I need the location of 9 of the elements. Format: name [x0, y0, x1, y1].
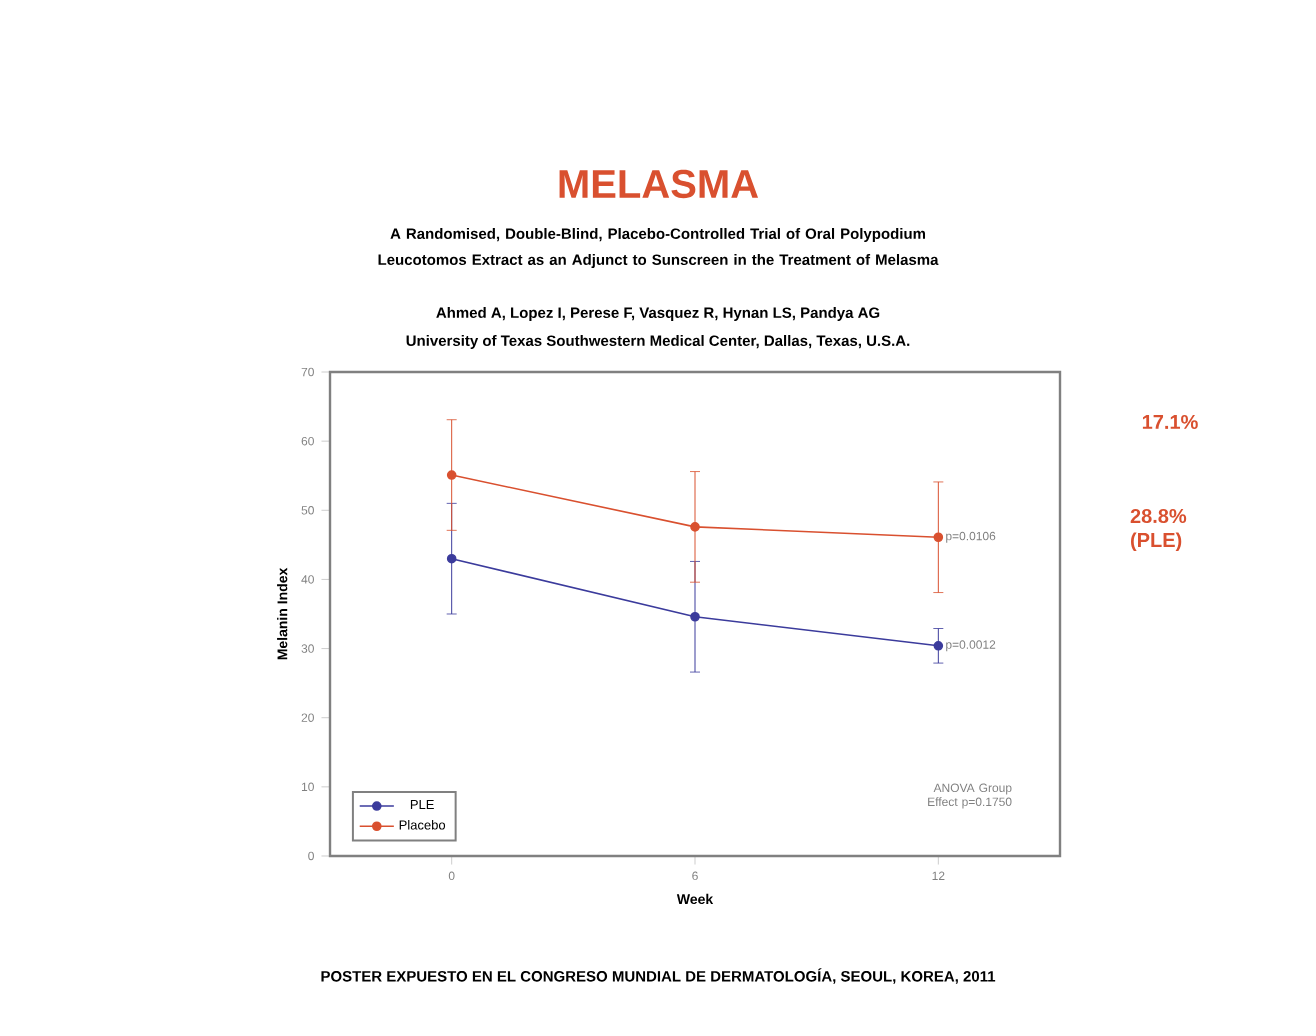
point [690, 522, 700, 532]
point [446, 553, 457, 564]
point [933, 532, 944, 543]
point [446, 470, 457, 480]
point [933, 641, 944, 651]
chart-title: MELASMA [559, 169, 759, 199]
text: 28.8% (PLE) [1130, 508, 1187, 552]
point [690, 611, 700, 622]
text: 17.1% [1142, 414, 1198, 430]
